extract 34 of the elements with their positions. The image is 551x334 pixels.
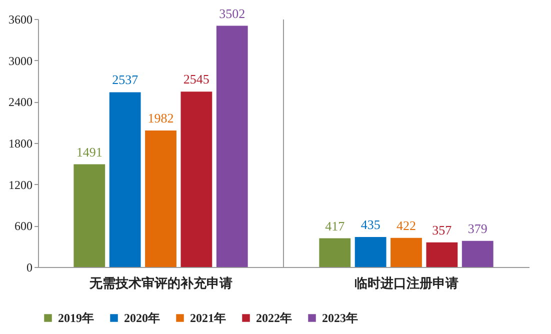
y-tick-label: 3000 <box>8 54 32 68</box>
legend-label: 2022年 <box>256 311 292 325</box>
y-tick-label: 600 <box>14 219 32 234</box>
y-tick-label: 2400 <box>8 95 32 110</box>
bar <box>390 238 422 267</box>
data-label: 1491 <box>76 144 102 160</box>
legend-label: 2020年 <box>124 311 160 325</box>
bar <box>216 26 248 267</box>
bar <box>109 92 141 267</box>
data-label: 435 <box>360 217 380 232</box>
bar <box>74 164 106 267</box>
bar <box>145 130 176 267</box>
bar <box>319 238 351 267</box>
bar <box>180 92 212 267</box>
data-label: 2545 <box>183 72 210 87</box>
data-label: 1982 <box>148 110 174 126</box>
bar <box>354 237 386 267</box>
bar <box>426 242 458 267</box>
y-tick-label: 1800 <box>8 136 32 150</box>
y-tick-label: 3600 <box>8 12 32 26</box>
data-label: 417 <box>325 218 346 234</box>
data-label: 3502 <box>219 6 246 21</box>
y-tick-label: 1200 <box>8 178 32 192</box>
data-label: 357 <box>432 222 452 238</box>
y-tick-label: 0 <box>26 260 32 274</box>
legend-label: 2023年 <box>322 311 358 325</box>
x-tick-label: 无需技术审评的补充申请 <box>88 276 232 290</box>
x-tick-label: 临时进口注册申请 <box>354 276 458 290</box>
data-label: 2537 <box>112 72 139 88</box>
data-label: 422 <box>396 218 416 233</box>
data-label: 379 <box>468 220 488 236</box>
bar <box>462 240 494 267</box>
legend-label: 2019年 <box>58 311 94 325</box>
legend-label: 2021年 <box>190 311 226 325</box>
